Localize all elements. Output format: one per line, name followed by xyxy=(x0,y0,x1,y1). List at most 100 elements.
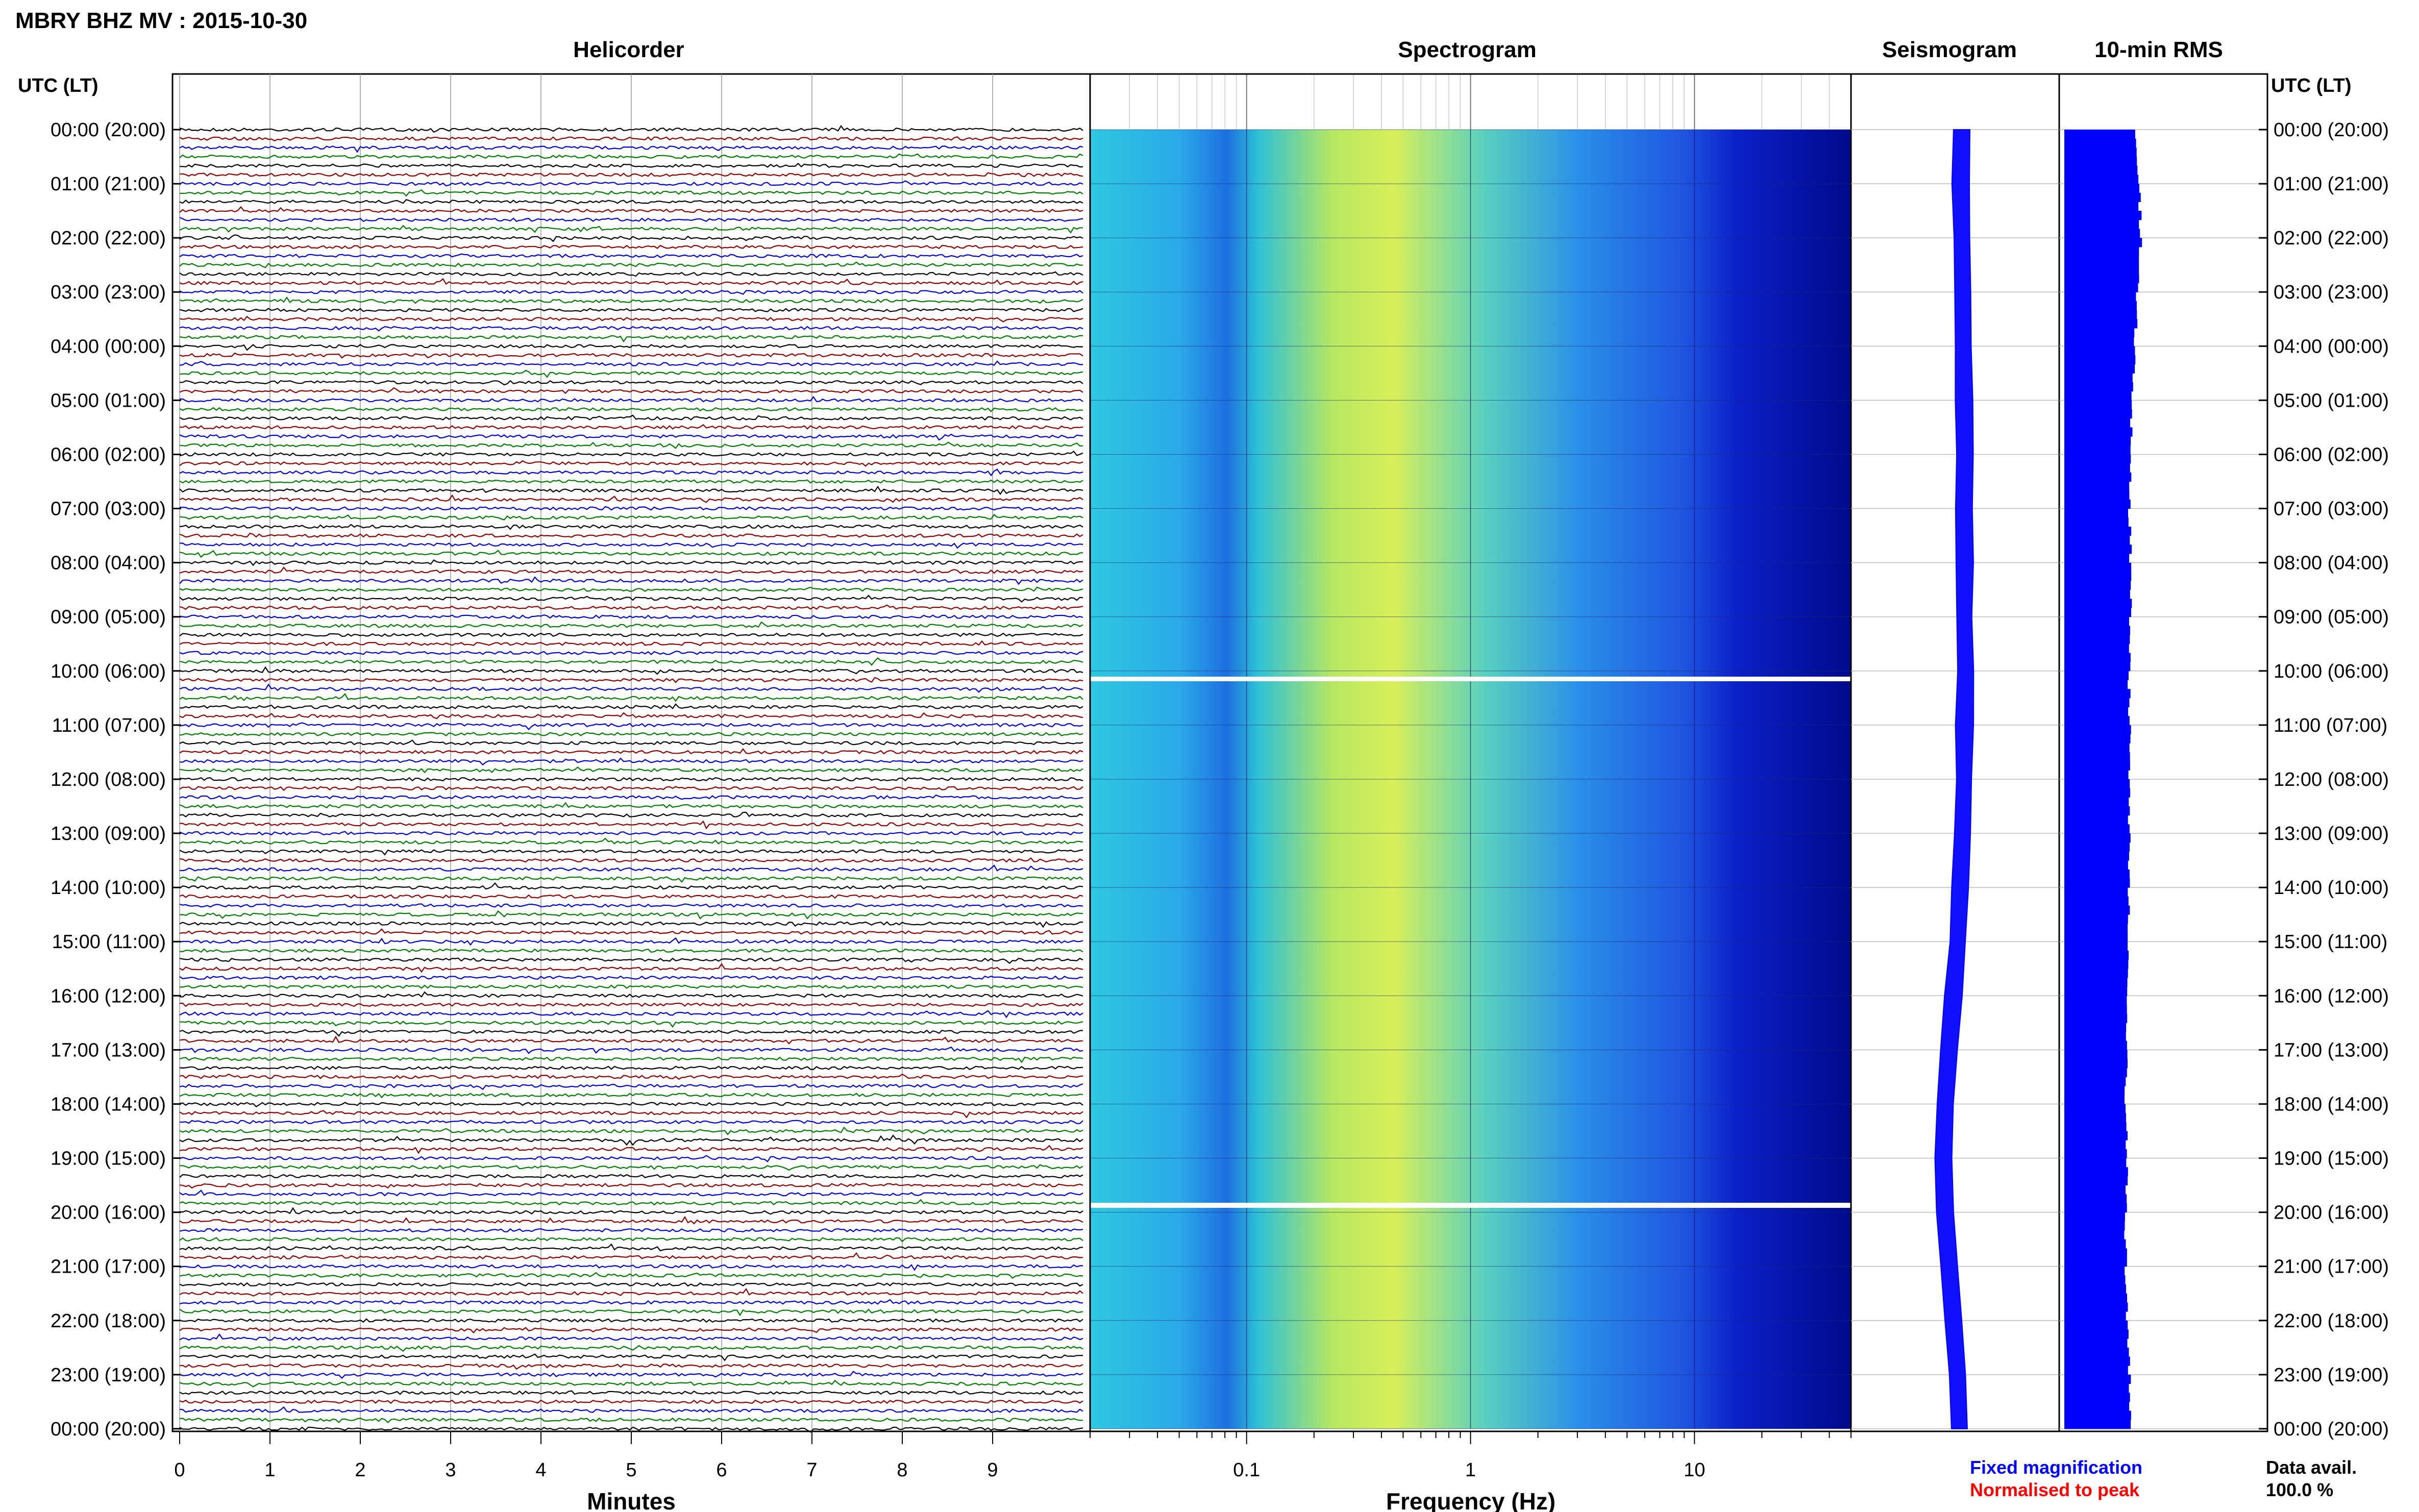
rms-bar xyxy=(2064,418,2131,428)
rms-bar xyxy=(2064,1248,2127,1258)
helicorder-trace xyxy=(179,1019,1083,1028)
rms-bar xyxy=(2064,1257,2127,1267)
rms-bar xyxy=(2064,1040,2127,1050)
helicorder-trace xyxy=(179,542,1083,549)
rms-bar xyxy=(2064,833,2131,843)
helicorder-trace xyxy=(179,1363,1083,1370)
rms-bar xyxy=(2064,1176,2128,1186)
helicorder-trace xyxy=(179,468,1083,477)
rms-bar xyxy=(2064,219,2139,229)
helicorder-trace xyxy=(179,1345,1083,1352)
hour-label-left: 06:00 (02:00) xyxy=(51,444,166,465)
helicorder-trace xyxy=(179,757,1083,766)
helicorder-trace xyxy=(179,234,1083,242)
legend-normalised-to-peak: Normalised to peak xyxy=(1970,1479,2140,1500)
rms-bar xyxy=(2064,923,2128,933)
rms-bar xyxy=(2064,1194,2127,1204)
hour-label-left: 11:00 (07:00) xyxy=(52,715,166,736)
helicorder-trace xyxy=(179,1353,1083,1361)
rms-bar xyxy=(2064,1221,2125,1231)
rms-bar xyxy=(2064,689,2131,699)
rms-bars xyxy=(2064,130,2142,1429)
hour-label-left: 15:00 (11:00) xyxy=(52,931,166,953)
helicorder-trace xyxy=(179,559,1083,566)
helicorder-trace xyxy=(179,894,1083,899)
hour-label-left: 05:00 (01:00) xyxy=(51,390,166,411)
hour-label-right: 13:00 (09:00) xyxy=(2274,823,2389,845)
helicorder-trace xyxy=(179,550,1083,558)
legend-fixed-magnification: Fixed magnification xyxy=(1970,1457,2142,1478)
helicorder-trace xyxy=(179,1093,1083,1099)
helicorder-trace xyxy=(179,991,1083,998)
hour-label-right: 03:00 (23:00) xyxy=(2274,282,2389,303)
rms-bar xyxy=(2064,508,2128,518)
helicorder-trace xyxy=(179,513,1083,520)
rms-bar xyxy=(2064,1339,2128,1348)
rms-bar xyxy=(2064,138,2136,148)
hour-labels-left: 00:00 (20:00) 01:00 (21:00) 02:00 (22:00) 0… xyxy=(51,119,166,1440)
helicorder-trace xyxy=(179,1126,1083,1135)
helicorder-trace xyxy=(179,963,1083,973)
helicorder-trace xyxy=(179,1406,1083,1413)
helicorder-trace xyxy=(179,360,1083,366)
rms-bar xyxy=(2064,373,2133,383)
rms-bar xyxy=(2064,1347,2129,1357)
rms-bar xyxy=(2064,869,2130,879)
rms-bar xyxy=(2064,896,2129,906)
hour-label-right: 01:00 (21:00) xyxy=(2274,173,2389,195)
rms-bar xyxy=(2064,202,2139,211)
hour-label-left: 19:00 (15:00) xyxy=(51,1148,166,1170)
rms-bar xyxy=(2064,463,2130,473)
helicorder-trace xyxy=(179,811,1083,818)
rms-bar xyxy=(2064,1050,2128,1059)
rms-bar xyxy=(2064,770,2129,780)
rms-bar xyxy=(2064,184,2139,193)
helicorder-trace xyxy=(179,153,1083,159)
hour-label-right: 07:00 (03:00) xyxy=(2274,499,2389,520)
minutes-axis: 0 1 2 3 4 5 6 7 8 9 xyxy=(174,1431,998,1481)
helicorder-trace xyxy=(179,1056,1083,1063)
rms-bar xyxy=(2064,1113,2126,1123)
panel-title-spectrogram: Spectrogram xyxy=(1398,37,1536,62)
hour-label-right: 14:00 (10:00) xyxy=(2274,877,2389,899)
hour-label-left: 13:00 (09:00) xyxy=(51,823,166,845)
rms-bar xyxy=(2064,147,2137,157)
rms-bar xyxy=(2064,391,2132,401)
helicorder-trace xyxy=(179,1134,1083,1146)
rms-bar xyxy=(2064,1356,2130,1366)
hour-label-right: 04:00 (00:00) xyxy=(2274,336,2389,357)
hour-label-right: 17:00 (13:00) xyxy=(2274,1039,2389,1061)
rms-bar xyxy=(2064,175,2139,184)
minute-tick-label: 5 xyxy=(626,1459,636,1481)
hour-label-left: 18:00 (14:00) xyxy=(51,1094,166,1115)
helicorder-trace xyxy=(179,180,1083,187)
rms-frame xyxy=(2058,73,2268,1432)
helicorder-trace xyxy=(179,576,1083,585)
helicorder-trace xyxy=(179,948,1083,953)
helicorder-trace xyxy=(179,650,1083,655)
rms-bar xyxy=(2064,292,2136,302)
rms-bar xyxy=(2064,860,2128,870)
helicorder-trace xyxy=(179,189,1083,197)
helicorder-trace xyxy=(179,677,1083,683)
rms-bar xyxy=(2064,599,2132,608)
helicorder-trace xyxy=(179,786,1083,791)
helicorder-trace xyxy=(179,748,1083,755)
hour-label-left: 03:00 (23:00) xyxy=(51,282,166,303)
helicorder-trace xyxy=(179,352,1083,359)
helicorder-trace xyxy=(179,1318,1083,1323)
rms-bar xyxy=(2064,400,2132,410)
helicorder-trace xyxy=(179,395,1083,403)
rms-bar xyxy=(2064,842,2130,852)
helicorder-trace xyxy=(179,1417,1083,1424)
rms-bar xyxy=(2064,1167,2128,1177)
rms-bar xyxy=(2064,346,2135,356)
rms-bar xyxy=(2064,643,2129,653)
helicorder-trace xyxy=(179,307,1083,312)
helicorder-trace xyxy=(179,344,1083,351)
helicorder-trace xyxy=(179,1046,1083,1054)
rms-bar xyxy=(2064,752,2130,762)
rms-bar xyxy=(2064,517,2129,527)
helicorder-trace xyxy=(179,1216,1083,1225)
rms-bar xyxy=(2064,165,2138,175)
